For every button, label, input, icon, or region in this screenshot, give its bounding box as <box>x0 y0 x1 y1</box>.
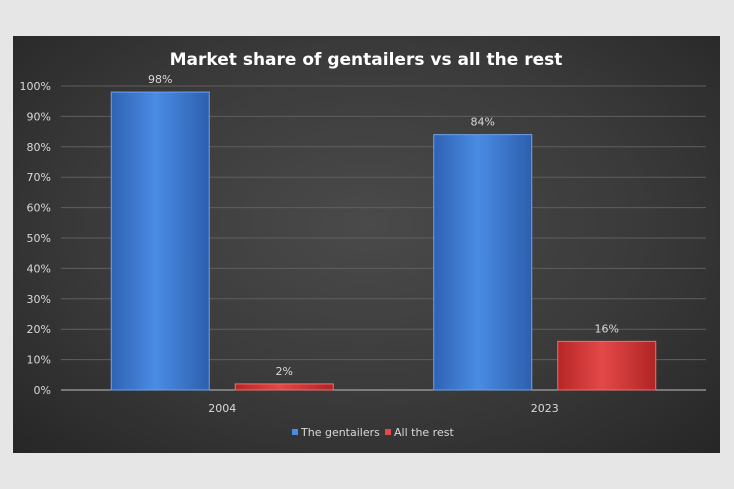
y-tick-label: 90% <box>27 110 51 123</box>
chart-title: Market share of gentailers vs all the re… <box>170 50 563 70</box>
data-label: 84% <box>471 116 495 129</box>
y-tick-label: 80% <box>27 141 51 154</box>
y-axis-tick-labels: 0% 10% 20% 30% 40% 50% 60% 70% 80% 90% 100% <box>20 80 51 397</box>
y-tick-label: 60% <box>27 202 51 215</box>
bar <box>433 134 533 391</box>
legend-label: All the rest <box>394 426 454 439</box>
y-tick-label: 0% <box>34 384 51 397</box>
data-label: 16% <box>595 322 619 335</box>
y-tick-label: 40% <box>27 262 51 275</box>
data-label: 2% <box>276 365 293 378</box>
x-tick-label: 2004 <box>208 402 236 415</box>
bars <box>110 91 657 391</box>
bar-chart: Market share of gentailers vs all the re… <box>20 50 706 439</box>
y-tick-label: 20% <box>27 323 51 336</box>
legend-marker <box>385 429 391 435</box>
bar <box>234 383 334 391</box>
chart-area: Market share of gentailers vs all the re… <box>13 36 720 453</box>
legend-marker <box>292 429 298 435</box>
y-tick-label: 30% <box>27 293 51 306</box>
y-tick-label: 70% <box>27 171 51 184</box>
y-tick-label: 10% <box>27 354 51 367</box>
legend: The gentailers All the rest <box>292 426 454 439</box>
data-label: 98% <box>148 73 172 86</box>
legend-label: The gentailers <box>300 426 380 439</box>
x-tick-label: 2023 <box>531 402 559 415</box>
x-axis-tick-labels: 2004 2023 <box>208 402 559 415</box>
y-tick-label: 50% <box>27 232 51 245</box>
data-labels: 98% 2% 84% 16% <box>148 73 619 378</box>
bar <box>110 91 210 391</box>
y-tick-label: 100% <box>20 80 51 93</box>
bar <box>557 340 657 391</box>
